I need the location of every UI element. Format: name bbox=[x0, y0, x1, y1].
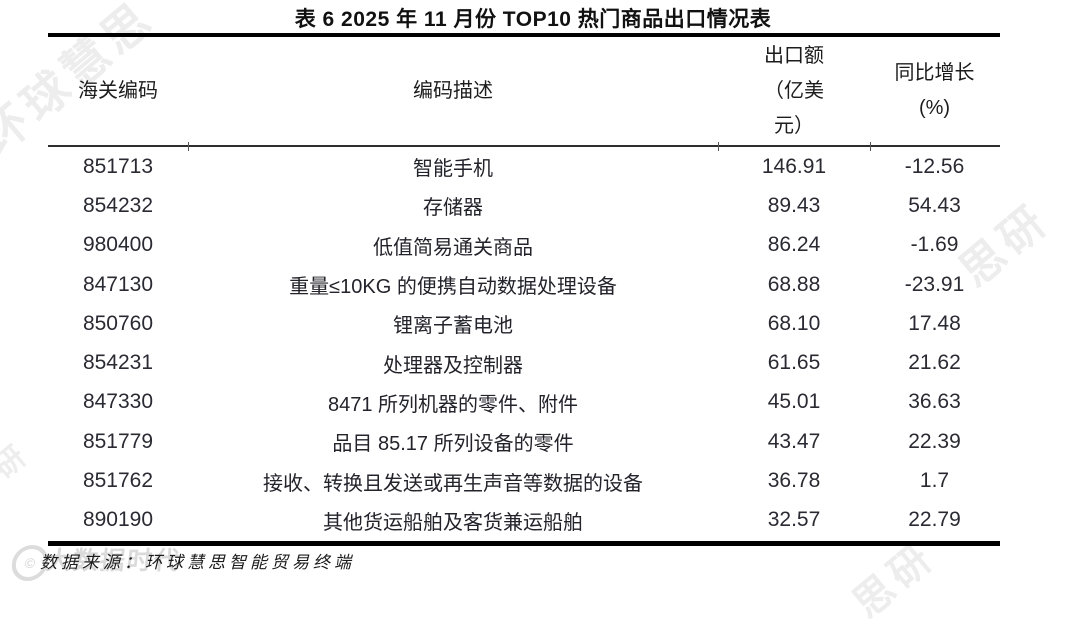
cell-description: 智能手机 bbox=[413, 158, 493, 181]
cell-yoy-growth: 54.43 bbox=[908, 193, 961, 217]
header-export-value: 出口额 （亿美 元） bbox=[718, 39, 870, 144]
header-yoy-line1: 同比增长 bbox=[894, 62, 975, 84]
header-yoy-line2: (%) bbox=[918, 97, 951, 119]
cell-yoy-growth: 22.39 bbox=[908, 429, 961, 453]
header-export-line3: 元） bbox=[774, 114, 814, 137]
cell-customs-code: 850760 bbox=[82, 311, 154, 335]
table-row: 847330 8471 所列机器的零件、附件 45.01 36.63 bbox=[48, 383, 1000, 422]
column-divider-tick bbox=[870, 142, 871, 151]
cell-yoy-growth: 21.62 bbox=[908, 351, 961, 375]
cell-customs-code: 851779 bbox=[82, 429, 154, 453]
header-customs-code: 海关编码 bbox=[78, 79, 158, 102]
table-row: 851779 品目 85.17 所列设备的零件 43.47 22.39 bbox=[48, 422, 1000, 461]
cell-customs-code: 847330 bbox=[82, 390, 154, 414]
cell-customs-code: 980400 bbox=[82, 233, 154, 257]
cell-customs-code: 851762 bbox=[82, 469, 154, 493]
table-row: 890190 其他货运船舶及客货兼运船舶 32.57 22.79 bbox=[48, 501, 1000, 540]
table-row: 854231 处理器及控制器 61.65 21.62 bbox=[48, 343, 1000, 382]
cell-yoy-growth: -23.91 bbox=[904, 272, 965, 296]
table-body: 851713 智能手机 146.91 -12.56 854232 存储器 89.… bbox=[48, 147, 1000, 540]
cell-customs-code: 854231 bbox=[82, 351, 154, 375]
data-source-note: 数据来源：环球慧思智能贸易终端 bbox=[40, 553, 355, 573]
cell-export-value: 45.01 bbox=[767, 390, 821, 414]
table-title: 表 6 2025 年 11 月份 TOP10 热门商品出口情况表 bbox=[294, 8, 772, 31]
cell-export-value: 43.47 bbox=[767, 429, 821, 453]
cell-yoy-growth: 36.63 bbox=[908, 390, 961, 414]
table-row: 850760 锂离子蓄电池 68.10 17.48 bbox=[48, 304, 1000, 343]
cell-customs-code: 854232 bbox=[82, 193, 154, 217]
header-description: 编码描述 bbox=[413, 79, 493, 102]
cell-yoy-growth: -12.56 bbox=[904, 154, 965, 178]
cell-yoy-growth: 1.7 bbox=[919, 469, 950, 493]
cell-customs-code: 890190 bbox=[82, 508, 154, 532]
header-export-line2: （亿美 bbox=[764, 79, 824, 102]
cell-export-value: 61.65 bbox=[767, 351, 821, 375]
table-row: 854232 存储器 89.43 54.43 bbox=[48, 186, 1000, 225]
cell-description: 存储器 bbox=[423, 197, 483, 220]
header-underline bbox=[48, 145, 1000, 147]
column-divider-tick bbox=[718, 142, 719, 151]
cell-yoy-growth: 22.79 bbox=[908, 508, 961, 532]
table-header-row: 海关编码 编码描述 出口额 （亿美 元） 同比增长 (%) bbox=[48, 37, 1000, 145]
cell-description: 低值简易通关商品 bbox=[373, 236, 533, 259]
cell-description: 其他货运船舶及客货兼运船舶 bbox=[323, 511, 583, 534]
bottom-border-line bbox=[48, 541, 1000, 546]
cell-export-value: 68.88 bbox=[767, 272, 821, 296]
column-divider-tick bbox=[188, 142, 189, 151]
header-export-line1: 出口额 bbox=[764, 44, 824, 67]
cell-description: 锂离子蓄电池 bbox=[393, 315, 513, 338]
cell-export-value: 32.57 bbox=[767, 508, 821, 532]
cell-description: 接收、转换且发送或再生声音等数据的设备 bbox=[263, 472, 643, 495]
table-row: 847130 重量≤10KG 的便携自动数据处理设备 68.88 -23.91 bbox=[48, 265, 1000, 304]
header-yoy-growth: 同比增长 (%) bbox=[870, 56, 999, 126]
cell-description: 处理器及控制器 bbox=[383, 354, 523, 377]
watermark-bottom-left: 研 bbox=[0, 436, 37, 485]
table-row: 851762 接收、转换且发送或再生声音等数据的设备 36.78 1.7 bbox=[48, 461, 1000, 500]
cell-description: 品目 85.17 所列设备的零件 bbox=[332, 433, 574, 456]
cell-export-value: 146.91 bbox=[761, 154, 827, 178]
cell-export-value: 36.78 bbox=[767, 469, 821, 493]
cell-export-value: 89.43 bbox=[767, 193, 821, 217]
cell-yoy-growth: -1.69 bbox=[910, 233, 959, 257]
cell-description: 重量≤10KG 的便携自动数据处理设备 bbox=[289, 276, 617, 299]
cell-export-value: 86.24 bbox=[767, 233, 821, 257]
cell-description: 8471 所列机器的零件、附件 bbox=[327, 393, 579, 416]
cell-export-value: 68.10 bbox=[767, 311, 821, 335]
cell-customs-code: 851713 bbox=[82, 154, 154, 178]
cell-customs-code: 847130 bbox=[82, 272, 154, 296]
table-row: 980400 低值简易通关商品 86.24 -1.69 bbox=[48, 226, 1000, 265]
top-border-line bbox=[48, 33, 1000, 37]
cell-yoy-growth: 17.48 bbox=[908, 311, 961, 335]
table-row: 851713 智能手机 146.91 -12.56 bbox=[48, 147, 1000, 186]
